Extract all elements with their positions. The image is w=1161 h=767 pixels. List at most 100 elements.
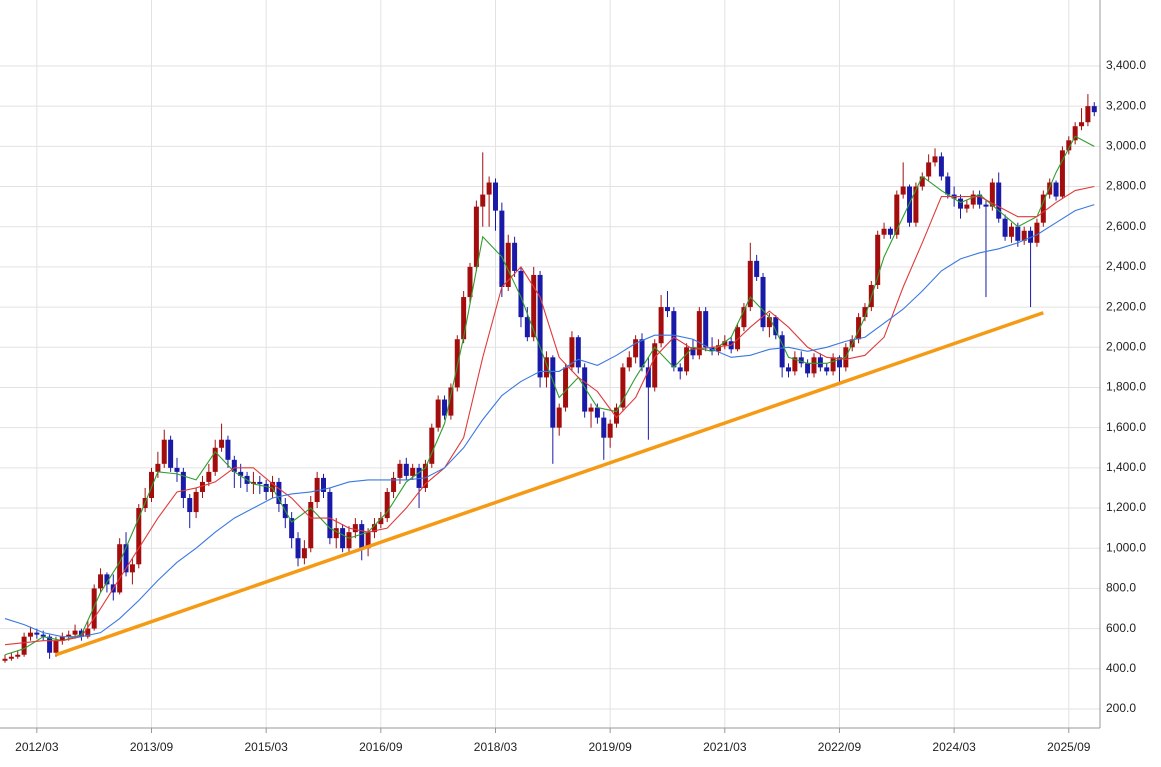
candle-body xyxy=(550,357,556,428)
candle-body xyxy=(556,407,562,428)
y-tick-label: 1,600.0 xyxy=(1106,420,1146,434)
candle-body xyxy=(805,363,811,374)
y-tick-label: 2,200.0 xyxy=(1106,299,1146,313)
candle-body xyxy=(155,463,161,472)
candle-body xyxy=(378,518,384,525)
candle-body xyxy=(301,548,307,559)
y-tick-label: 1,400.0 xyxy=(1106,460,1146,474)
candle-body xyxy=(524,317,530,338)
candle-body xyxy=(626,357,632,368)
candle-body xyxy=(932,156,938,163)
candle-body xyxy=(161,439,167,464)
candle-body xyxy=(722,341,728,346)
moving-average-line xyxy=(4,185,1095,646)
candle-body xyxy=(180,471,186,498)
candle-body xyxy=(21,636,27,655)
candle-body xyxy=(85,628,91,637)
candle-body xyxy=(168,439,174,468)
candle-body xyxy=(2,658,8,661)
candle-body xyxy=(817,357,823,368)
x-tick-label: 2015/03 xyxy=(244,740,288,754)
candle-body xyxy=(352,524,358,533)
x-tick-label: 2016/09 xyxy=(359,740,403,754)
candle-body xyxy=(543,357,549,378)
candle-body xyxy=(696,311,702,356)
candle-body xyxy=(1040,194,1046,223)
candle-body xyxy=(187,497,193,513)
x-tick-label: 2019/09 xyxy=(588,740,632,754)
candle-body xyxy=(633,339,639,358)
candle-body xyxy=(276,481,282,505)
y-tick-label: 2,000.0 xyxy=(1106,339,1146,353)
candle-body xyxy=(919,176,925,187)
candle-body xyxy=(314,477,320,503)
candle-body xyxy=(875,234,881,285)
candle-body xyxy=(754,260,760,277)
candle-body xyxy=(588,407,594,412)
candle-body xyxy=(1059,150,1065,197)
candle-body xyxy=(359,524,365,549)
candle-body xyxy=(735,327,741,350)
candle-body xyxy=(741,307,747,328)
x-tick-label: 2024/03 xyxy=(932,740,976,754)
candle-body xyxy=(989,182,995,207)
candle-body xyxy=(257,481,263,484)
candle-body xyxy=(250,481,256,484)
candle-body xyxy=(900,186,906,195)
candle-body xyxy=(199,481,205,492)
y-tick-label: 1,800.0 xyxy=(1106,380,1146,394)
y-tick-label: 2,400.0 xyxy=(1106,259,1146,273)
candle-body xyxy=(798,357,804,364)
x-tick-label: 2022/09 xyxy=(818,740,862,754)
candle-body xyxy=(403,463,409,476)
candle-body xyxy=(263,483,269,492)
candle-body xyxy=(639,339,645,368)
y-tick-label: 200.0 xyxy=(1106,701,1136,715)
candle-body xyxy=(129,564,135,573)
candle-body xyxy=(537,274,543,378)
candle-body xyxy=(321,477,326,492)
candle-body xyxy=(531,274,537,338)
candle-body xyxy=(123,544,129,573)
candle-body xyxy=(970,194,976,205)
candle-body xyxy=(773,317,779,336)
candle-body xyxy=(766,317,772,328)
candle-body xyxy=(270,481,276,492)
y-tick-label: 3,400.0 xyxy=(1106,58,1146,72)
candle-body xyxy=(346,532,352,549)
candle-body xyxy=(1028,230,1034,243)
candle-body xyxy=(582,367,588,412)
candle-body xyxy=(938,156,944,177)
candle-body xyxy=(98,574,104,589)
candle-body xyxy=(429,427,435,464)
candle-body xyxy=(47,636,53,653)
candle-body xyxy=(747,260,753,308)
candle-body xyxy=(289,518,295,539)
candle-body xyxy=(1002,218,1008,237)
candle-body xyxy=(563,367,569,408)
candle-body xyxy=(620,367,626,408)
candle-body xyxy=(340,528,346,549)
candle-body xyxy=(174,467,180,472)
candle-body xyxy=(435,399,441,428)
candle-body xyxy=(703,311,709,348)
candle-body xyxy=(422,463,428,488)
candle-body xyxy=(410,467,416,476)
y-tick-label: 1,200.0 xyxy=(1106,500,1146,514)
candle-body xyxy=(149,471,155,498)
candle-body xyxy=(684,347,690,372)
candle-body xyxy=(958,198,963,209)
candle-body xyxy=(1085,106,1091,123)
candle-body xyxy=(91,588,97,629)
candle-body xyxy=(977,194,983,205)
candle-body xyxy=(830,357,836,372)
candle-body xyxy=(448,387,454,416)
candle-body xyxy=(715,345,721,352)
candle-body xyxy=(8,656,14,659)
candle-body xyxy=(690,347,696,356)
candle-body xyxy=(454,339,460,388)
candle-body xyxy=(34,632,40,635)
moving-average-line xyxy=(4,204,1095,638)
candle-body xyxy=(1053,182,1059,197)
